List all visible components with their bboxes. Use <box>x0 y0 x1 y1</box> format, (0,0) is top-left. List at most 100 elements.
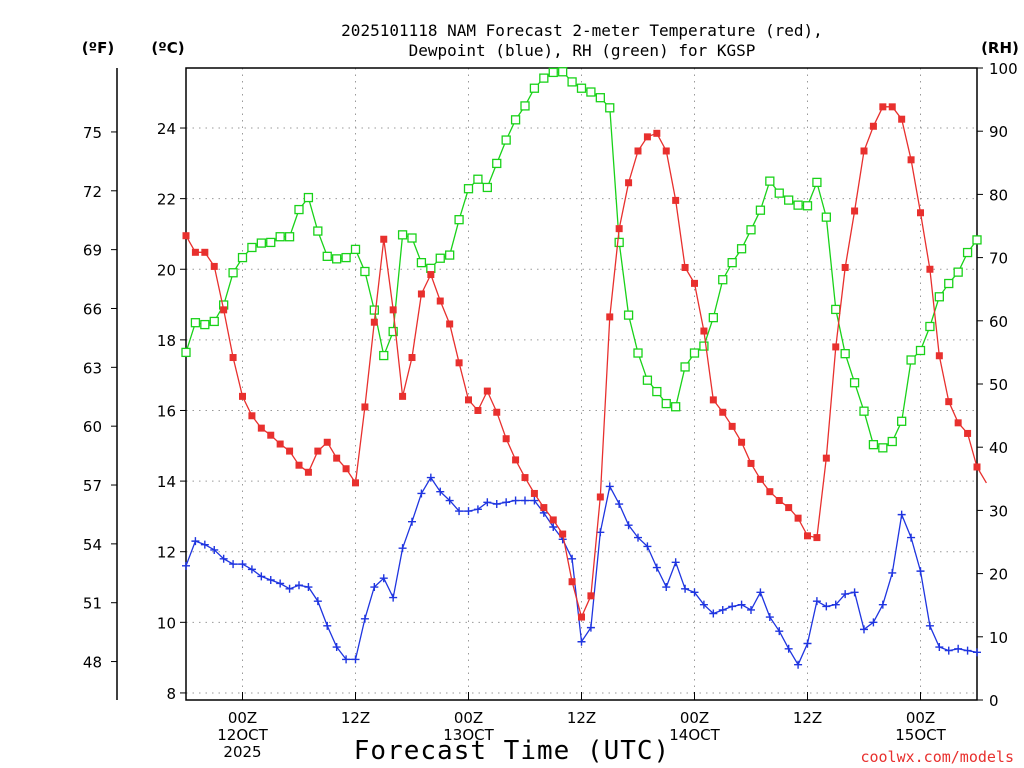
dewpoint-point <box>586 623 595 632</box>
rh-tick-label: 90 <box>989 123 1008 141</box>
dewpoint-point <box>182 561 190 570</box>
rh-point <box>878 443 888 453</box>
dewpoint-point <box>822 602 831 611</box>
temperature-point <box>333 454 341 462</box>
dewpoint-point <box>313 597 322 606</box>
rh-point <box>699 341 709 351</box>
rh-point <box>962 247 973 258</box>
rh-tick-labels: 0 10 20 30 40 50 60 70 80 90 100 <box>989 60 1018 710</box>
fahrenheit-axis-unit: (ºF) <box>82 39 114 57</box>
rh-point <box>463 184 474 194</box>
temperature-point <box>634 147 642 155</box>
temperature-point <box>615 225 623 233</box>
rh-point <box>341 252 351 263</box>
dewpoint-point <box>530 496 539 505</box>
time-tick-label: 12OCT <box>217 726 268 744</box>
temperature-point <box>766 488 774 496</box>
celsius-tick-label: 22 <box>157 191 176 209</box>
rh-point <box>190 318 201 328</box>
dewpoint-point <box>436 487 445 496</box>
rh-point <box>407 233 417 243</box>
dewpoint-point <box>662 583 671 592</box>
rh-tick-label: 40 <box>989 439 1008 457</box>
rh-point <box>294 204 304 215</box>
fahrenheit-tick-label: 69 <box>83 242 102 260</box>
temperature-point <box>964 429 972 437</box>
celsius-tick-label: 8 <box>166 685 176 703</box>
rh-point <box>313 226 323 236</box>
celsius-tick-label: 10 <box>157 614 176 632</box>
fahrenheit-tick-label: 51 <box>83 595 102 613</box>
rh-point <box>247 242 257 253</box>
temperature-point <box>681 263 689 271</box>
celsius-tick-labels: 8 10 12 14 16 18 20 22 24 <box>157 120 176 703</box>
rh-point <box>840 349 850 359</box>
rh-tick-label: 30 <box>989 502 1008 520</box>
temperature-point <box>926 265 934 273</box>
rh-tick-label: 10 <box>989 629 1008 647</box>
temperature-point <box>756 475 764 483</box>
rh-point <box>661 398 671 409</box>
temperature-point <box>709 396 717 404</box>
data-series <box>181 67 987 669</box>
rh-point <box>623 310 634 320</box>
rh-point <box>727 258 737 268</box>
rh-point <box>736 244 747 254</box>
temperature-line <box>185 106 987 619</box>
dewpoint-point <box>445 496 454 505</box>
rh-point <box>435 253 445 263</box>
temperature-point <box>248 412 256 420</box>
rh-tick-label: 80 <box>989 186 1008 204</box>
rh-point <box>416 258 427 268</box>
rh-point <box>784 195 794 205</box>
dewpoint-point <box>502 498 511 507</box>
rh-point <box>934 292 944 302</box>
dewpoint-point <box>304 583 313 592</box>
temperature-point <box>672 196 680 204</box>
dewpoint-point <box>671 558 680 567</box>
dewpoint-point <box>765 613 774 622</box>
rh-point <box>849 378 860 388</box>
dewpoint-point <box>831 600 840 609</box>
credit-link[interactable]: coolwx.com/models <box>860 748 1014 766</box>
dewpoint-point <box>323 621 332 630</box>
rh-point <box>548 67 558 78</box>
rh-axis-unit: (RH) <box>981 39 1019 57</box>
rh-point <box>181 347 191 358</box>
time-tick-label: 00Z <box>906 709 935 727</box>
temperature-point <box>549 516 557 524</box>
rh-point <box>652 386 662 397</box>
dewpoint-point <box>332 643 341 652</box>
temperature-point <box>907 156 915 164</box>
temperature-point <box>841 263 849 271</box>
temperature-point <box>493 408 501 416</box>
rh-point <box>755 205 766 215</box>
rh-point <box>802 201 813 211</box>
temperature-point <box>380 235 388 243</box>
temperature-point <box>700 327 708 335</box>
dewpoint-point <box>605 482 614 491</box>
temperature-point <box>455 359 463 367</box>
dewpoint-point <box>360 614 369 623</box>
dewpoint-point <box>351 655 360 664</box>
temperature-point <box>879 103 887 111</box>
temperature-point <box>286 447 294 455</box>
dewpoint-point <box>426 473 435 482</box>
time-tick-label: 00Z <box>680 709 709 727</box>
dewpoint-point <box>709 609 718 618</box>
dewpoint-point <box>511 496 520 505</box>
rh-tick-label: 60 <box>989 313 1008 331</box>
dewpoint-point <box>408 517 416 526</box>
rh-point <box>520 101 530 111</box>
rh-point <box>303 192 314 203</box>
temperature-point <box>220 306 228 314</box>
rh-point <box>576 83 587 93</box>
dewpoint-point <box>295 581 303 590</box>
temperature-point <box>323 438 331 446</box>
temperature-point <box>719 408 727 416</box>
rh-point <box>445 250 455 260</box>
dewpoint-point <box>417 489 426 498</box>
fahrenheit-tick-label: 48 <box>83 654 102 672</box>
temperature-point <box>775 497 783 505</box>
